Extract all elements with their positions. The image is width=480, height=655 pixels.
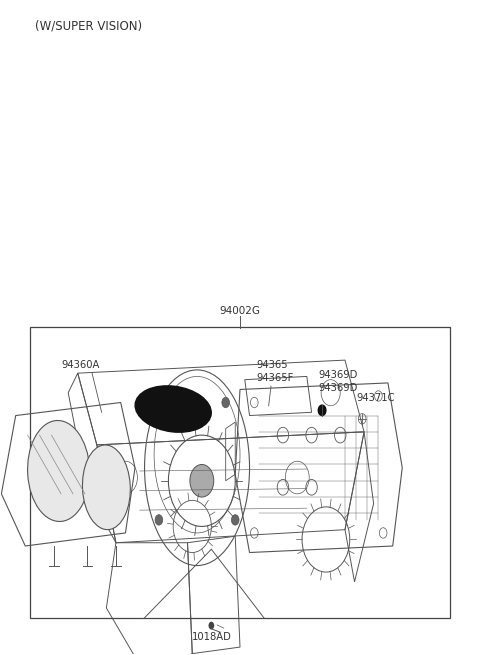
- Circle shape: [208, 622, 214, 629]
- Text: 94371C: 94371C: [356, 392, 395, 403]
- Text: 94365: 94365: [257, 360, 288, 370]
- Text: 94369D: 94369D: [319, 369, 358, 380]
- Text: 1018AD: 1018AD: [192, 632, 231, 642]
- Text: 94365F: 94365F: [257, 373, 294, 383]
- Ellipse shape: [135, 386, 211, 432]
- Bar: [30, 328, 450, 618]
- Ellipse shape: [27, 421, 90, 521]
- Circle shape: [190, 464, 214, 497]
- Circle shape: [318, 405, 326, 415]
- Text: 94369D: 94369D: [319, 383, 358, 393]
- Text: 94002G: 94002G: [219, 306, 261, 316]
- Circle shape: [231, 515, 239, 525]
- Circle shape: [222, 398, 229, 407]
- Circle shape: [165, 398, 172, 407]
- Ellipse shape: [83, 445, 130, 530]
- Text: (W/SUPER VISION): (W/SUPER VISION): [35, 20, 142, 33]
- Text: 94360A: 94360A: [61, 360, 99, 370]
- Circle shape: [155, 515, 163, 525]
